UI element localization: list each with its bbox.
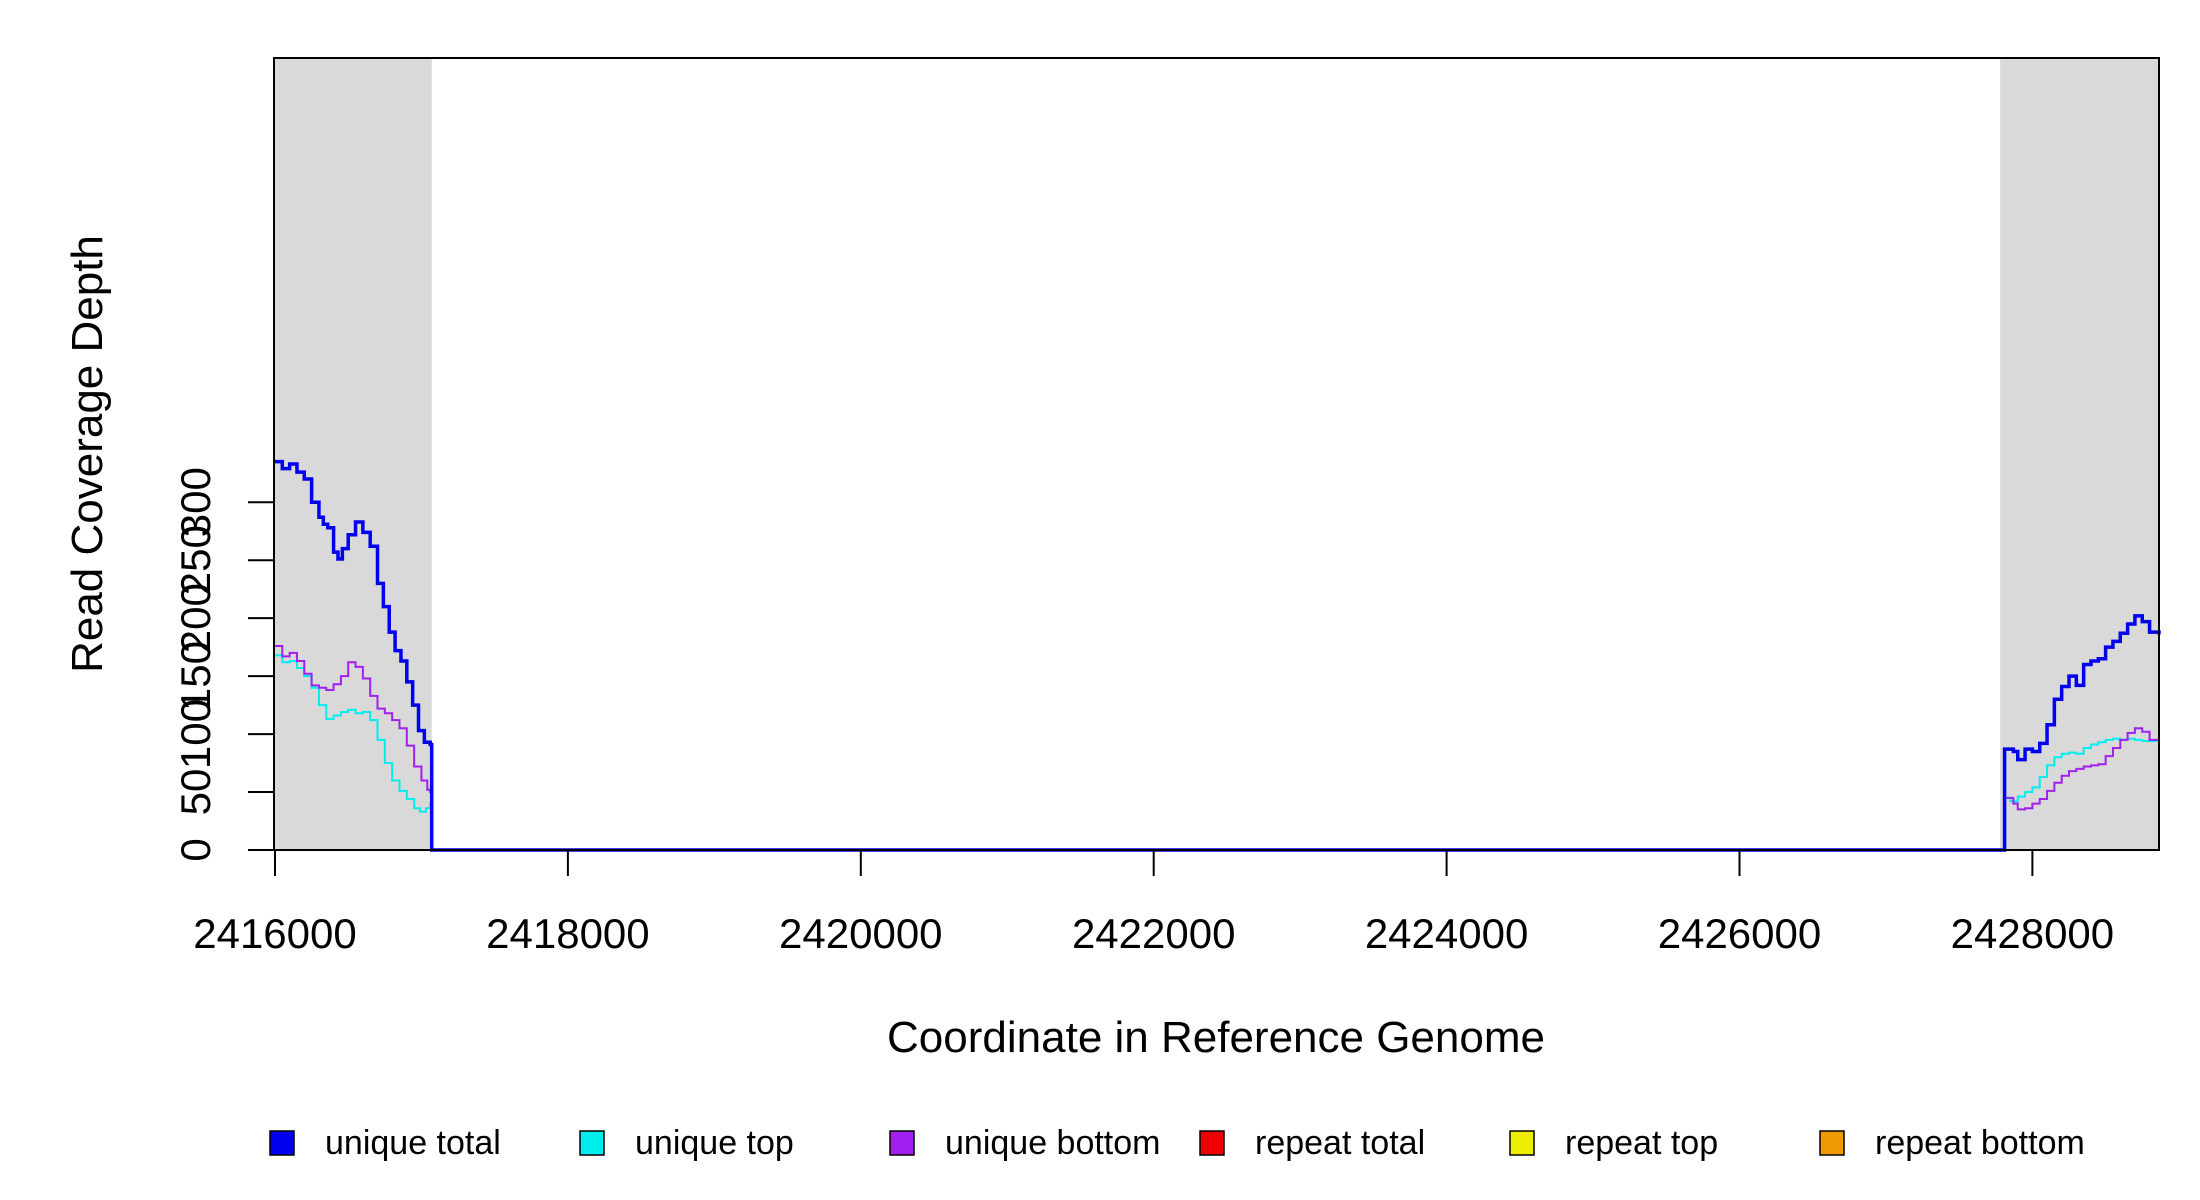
shaded-regions	[275, 58, 2159, 850]
y-tick-label: 250	[172, 525, 219, 595]
series-line-unique-bottom	[275, 644, 2160, 851]
x-tick-label: 2416000	[193, 910, 357, 957]
y-tick-label: 150	[172, 641, 219, 711]
x-tick-label: 2420000	[779, 910, 943, 957]
y-tick-label: 100	[172, 699, 219, 769]
legend: unique total unique top unique bottom repea…	[269, 1124, 2085, 1162]
legend-swatch	[1819, 1130, 1845, 1156]
legend-label: repeat total	[1255, 1124, 1425, 1162]
legend-label: repeat bottom	[1875, 1124, 2085, 1162]
legend-item-unique-total: unique total	[269, 1124, 501, 1162]
y-tick-label: 300	[172, 467, 219, 537]
x-tick-label: 2422000	[1072, 910, 1236, 957]
x-tick-label: 2428000	[1951, 910, 2115, 957]
x-tick-label: 2418000	[486, 910, 650, 957]
series-line-unique-total	[275, 459, 2161, 852]
legend-item-repeat-top: repeat top	[1509, 1124, 1718, 1162]
legend-item-repeat-total: repeat total	[1199, 1124, 1425, 1162]
shaded-region-2	[2000, 58, 2159, 850]
x-tick-label: 2424000	[1365, 910, 1529, 957]
y-axis-title: Read Coverage Depth	[63, 235, 112, 673]
legend-item-repeat-bottom: repeat bottom	[1819, 1124, 2085, 1162]
legend-swatch	[1509, 1130, 1535, 1156]
plot-frame	[273, 57, 2160, 851]
legend-swatch	[889, 1130, 915, 1156]
legend-label: unique bottom	[945, 1124, 1161, 1162]
legend-item-unique-bottom: unique bottom	[889, 1124, 1161, 1162]
y-tick-label: 0	[172, 838, 219, 861]
shaded-region-1	[275, 58, 432, 850]
legend-item-unique-top: unique top	[579, 1124, 794, 1162]
legend-swatch	[1199, 1130, 1225, 1156]
legend-swatch	[579, 1130, 605, 1156]
x-axis-title: Coordinate in Reference Genome	[887, 1013, 1545, 1062]
y-tick-label: 200	[172, 583, 219, 653]
y-tick-label: 50	[172, 769, 219, 816]
legend-label: repeat top	[1565, 1124, 1718, 1162]
legend-label: unique total	[325, 1124, 501, 1162]
legend-label: unique top	[635, 1124, 794, 1162]
legend-swatch	[269, 1130, 295, 1156]
x-tick-label: 2426000	[1658, 910, 1822, 957]
series-line-unique-top	[275, 654, 2160, 851]
series-lines	[275, 459, 2161, 852]
x-axis: 2416000 2418000 2420000 2422000 2424000 24260…	[193, 849, 2115, 957]
